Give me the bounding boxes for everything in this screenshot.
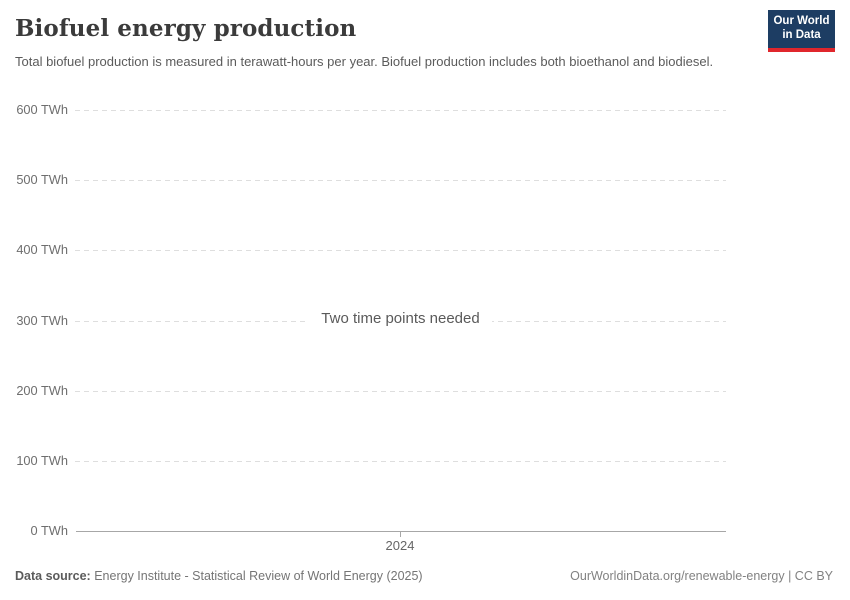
chart-title: Biofuel energy production (15, 15, 357, 42)
y-axis-tick-label: 400 TWh (16, 242, 68, 258)
chart-empty-message: Two time points needed (309, 310, 492, 327)
y-axis-tick-label: 600 TWh (16, 102, 68, 117)
x-axis-tick-label: 2024 (385, 538, 415, 553)
x-axis-tick (400, 531, 401, 537)
data-source-label: Data source: (15, 569, 91, 583)
attribution-link[interactable]: OurWorldinData.org/renewable-energy | CC… (570, 569, 833, 583)
gridline-200 (75, 390, 726, 392)
y-axis-tick-label: 200 TWh (16, 382, 68, 398)
owid-logo-line2: in Data (782, 29, 821, 41)
data-source-value: Energy Institute - Statistical Review of… (90, 569, 423, 583)
chart-subtitle: Total biofuel production is measured in … (15, 54, 714, 69)
y-axis-tick-label: 300 TWh (16, 312, 68, 328)
y-axis-tick-label: 500 TWh (16, 172, 68, 188)
gridline-400 (75, 250, 726, 252)
gridline-500 (75, 180, 726, 182)
empty-message-wrap: Two time points needed (75, 310, 726, 328)
owid-logo: Our World in Data (768, 10, 835, 52)
y-axis-tick-label: 0 TWh (30, 523, 68, 538)
gridline-100 (75, 460, 726, 462)
y-axis-tick-label: 100 TWh (16, 452, 68, 468)
x-axis-line (76, 531, 726, 532)
gridline-600 (75, 110, 726, 111)
chart-footer: Data source: Energy Institute - Statisti… (15, 569, 833, 583)
owid-logo-line1: Our World (773, 15, 830, 28)
data-source: Data source: Energy Institute - Statisti… (15, 569, 423, 583)
